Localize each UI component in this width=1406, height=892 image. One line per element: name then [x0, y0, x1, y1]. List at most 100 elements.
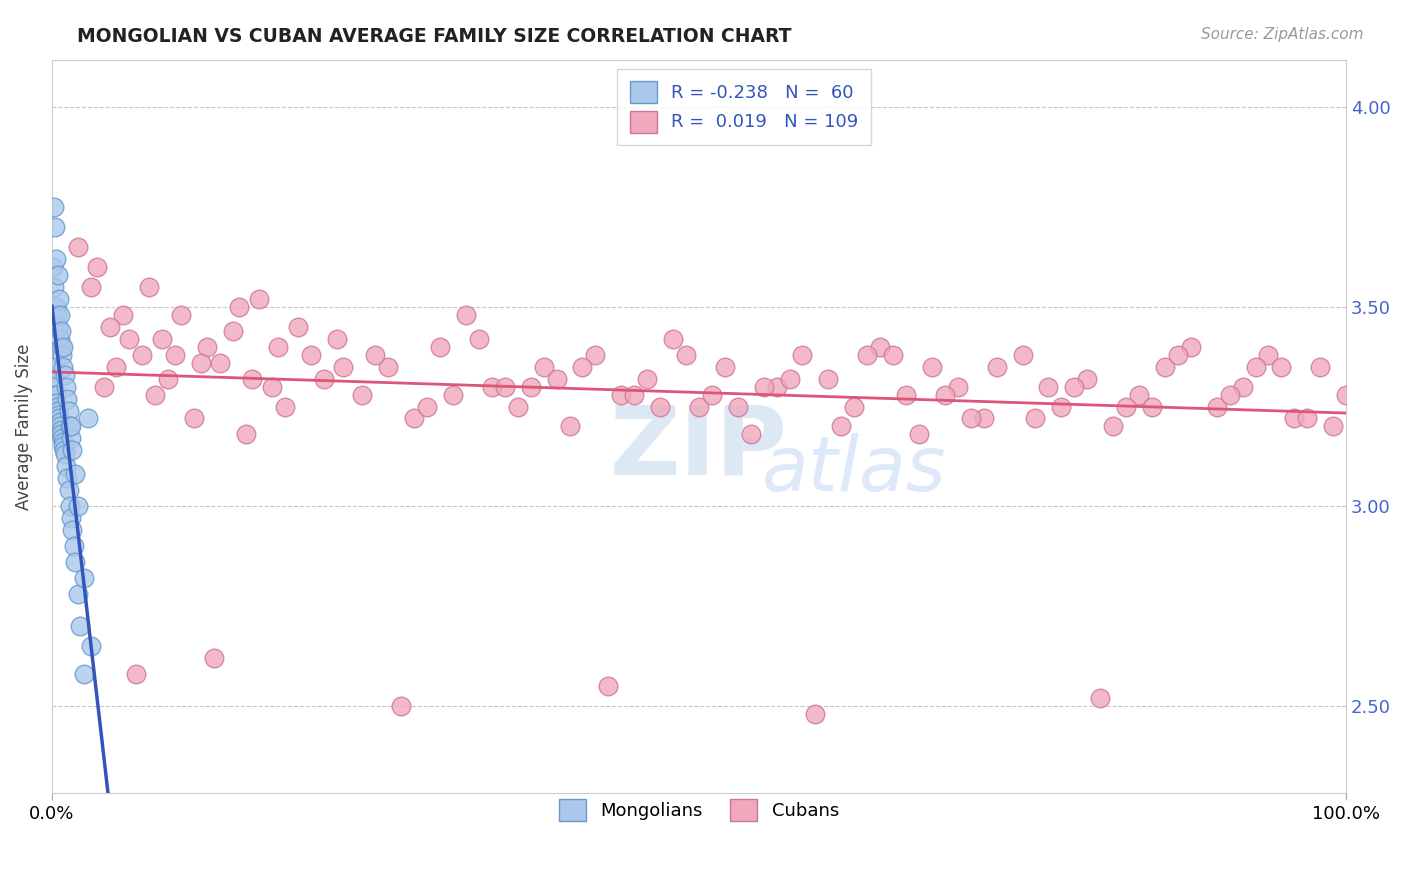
Point: [44, 387, 66, 401]
Text: ZIP: ZIP: [610, 402, 787, 495]
Point: [1090, 690, 1112, 705]
Point: [202, 650, 225, 665]
Point: [389, 698, 412, 713]
Point: [830, 419, 852, 434]
Point: [1296, 411, 1319, 425]
Point: [946, 379, 969, 393]
Point: [973, 411, 995, 425]
Point: [73, 571, 96, 585]
Point: [688, 400, 710, 414]
Point: [56, 392, 79, 406]
Point: [727, 400, 749, 414]
Point: [131, 348, 153, 362]
Point: [636, 371, 658, 385]
Point: [312, 371, 335, 385]
Point: [260, 379, 283, 393]
Point: [46, 268, 69, 282]
Point: [817, 371, 839, 385]
Point: [332, 359, 354, 374]
Point: [1167, 348, 1189, 362]
Point: [792, 348, 814, 362]
Point: [779, 371, 801, 385]
Point: [454, 308, 477, 322]
Point: [1270, 359, 1292, 374]
Point: [45, 400, 67, 414]
Point: [208, 356, 231, 370]
Y-axis label: Average Family Size: Average Family Size: [15, 343, 32, 509]
Point: [53, 443, 76, 458]
Point: [598, 679, 620, 693]
Point: [195, 340, 218, 354]
Point: [42, 260, 65, 274]
Point: [44, 280, 66, 294]
Point: [583, 348, 606, 362]
Point: [1038, 379, 1060, 393]
Point: [163, 348, 186, 362]
Point: [52, 359, 75, 374]
Point: [60, 419, 83, 434]
Point: [921, 359, 943, 374]
Point: [1024, 411, 1046, 425]
Point: [623, 387, 645, 401]
Point: [60, 432, 83, 446]
Point: [45, 395, 67, 409]
Point: [546, 371, 568, 385]
Point: [79, 639, 101, 653]
Point: [481, 379, 503, 393]
Point: [1128, 387, 1150, 401]
Point: [1050, 400, 1073, 414]
Point: [45, 300, 67, 314]
Point: [66, 587, 89, 601]
Point: [49, 308, 72, 322]
Point: [242, 371, 264, 385]
Point: [49, 419, 72, 434]
Point: [53, 447, 76, 461]
Point: [377, 359, 399, 374]
Point: [59, 500, 82, 514]
Point: [1322, 419, 1344, 434]
Point: [228, 300, 250, 314]
Point: [60, 511, 83, 525]
Point: [62, 539, 84, 553]
Point: [63, 467, 86, 482]
Point: [52, 435, 75, 450]
Point: [44, 379, 66, 393]
Text: MONGOLIAN VS CUBAN AVERAGE FAMILY SIZE CORRELATION CHART: MONGOLIAN VS CUBAN AVERAGE FAMILY SIZE C…: [77, 27, 792, 45]
Point: [235, 427, 257, 442]
Point: [46, 319, 69, 334]
Point: [62, 443, 84, 458]
Point: [416, 400, 439, 414]
Point: [48, 292, 70, 306]
Point: [494, 379, 516, 393]
Point: [274, 400, 297, 414]
Point: [48, 411, 70, 425]
Point: [804, 706, 827, 721]
Point: [648, 400, 671, 414]
Point: [51, 427, 73, 442]
Point: [45, 308, 67, 322]
Point: [299, 348, 322, 362]
Point: [506, 400, 529, 414]
Point: [46, 408, 69, 422]
Legend: Mongolians, Cubans: Mongolians, Cubans: [544, 785, 853, 836]
Point: [287, 319, 309, 334]
Point: [894, 387, 917, 401]
Point: [1219, 387, 1241, 401]
Point: [93, 379, 115, 393]
Point: [111, 308, 134, 322]
Point: [73, 666, 96, 681]
Point: [86, 260, 108, 274]
Point: [1309, 359, 1331, 374]
Point: [53, 368, 76, 382]
Point: [55, 379, 77, 393]
Point: [48, 332, 70, 346]
Point: [59, 419, 82, 434]
Point: [51, 432, 73, 446]
Point: [48, 416, 70, 430]
Point: [765, 379, 787, 393]
Point: [675, 348, 697, 362]
Point: [170, 308, 193, 322]
Point: [1257, 348, 1279, 362]
Point: [882, 348, 904, 362]
Point: [752, 379, 775, 393]
